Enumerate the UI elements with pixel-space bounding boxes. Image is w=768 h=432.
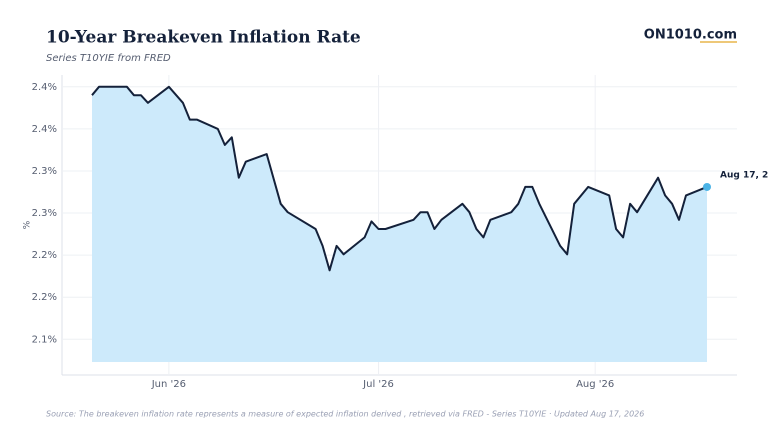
annotation: Aug 17, 2026 xyxy=(720,170,768,180)
y-tick-label: 2.4% xyxy=(32,82,57,93)
source-note: Source: The breakeven inflation rate rep… xyxy=(46,410,644,419)
x-tick-label: Aug '26 xyxy=(576,379,614,390)
brand: ON1010.com xyxy=(644,28,737,43)
line xyxy=(91,85,708,272)
y-tick-label: 2.1% xyxy=(32,334,57,345)
last-point xyxy=(703,182,711,191)
y-tick-label: 2.2% xyxy=(32,292,57,303)
chart-subtitle: Series T10YIE from FRED xyxy=(46,53,171,64)
y-tick-label: 2.3% xyxy=(32,208,57,219)
y-axis-label: % xyxy=(23,220,33,229)
x-tick-label: Jun '26 xyxy=(151,379,186,390)
y-tick-label: 2.3% xyxy=(32,166,57,177)
y-tick-label: 2.4% xyxy=(32,124,57,135)
x-tick-label: Jul '26 xyxy=(362,379,394,390)
chart-title: 10-Year Breakeven Inflation Rate xyxy=(46,28,361,48)
y-tick-label: 2.2% xyxy=(32,250,57,261)
